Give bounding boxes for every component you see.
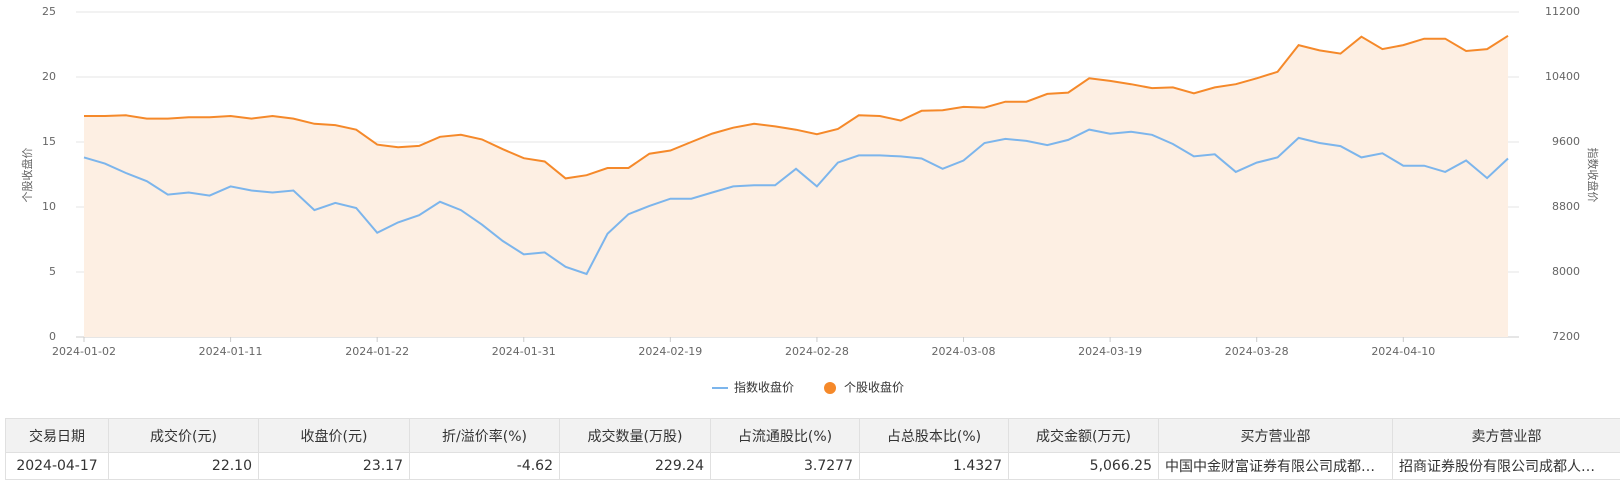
- y2-tick-label: 11200: [1545, 5, 1580, 18]
- cell: 招商证券股份有限公司成都人…: [1392, 452, 1620, 480]
- column-header: 占流通股比(%): [710, 418, 860, 453]
- header-row: 交易日期 成交价(元) 收盘价(元) 折/溢价率(%) 成交数量(万股) 占流通股比(%)…: [5, 418, 1620, 453]
- x-tick-label: 2024-02-28: [785, 345, 849, 358]
- y-tick-label: 10: [42, 200, 56, 213]
- x-tick-label: 2024-03-19: [1078, 345, 1142, 358]
- legend-swatch: [824, 382, 837, 394]
- x-tick-label: 2024-03-28: [1225, 345, 1289, 358]
- column-header: 卖方营业部: [1392, 418, 1620, 453]
- x-tick-label: 2024-01-11: [199, 345, 263, 358]
- x-tick-label: 2024-01-02: [52, 345, 116, 358]
- column-header: 占总股本比(%): [859, 418, 1009, 453]
- cell: 5,066.25: [1008, 452, 1159, 480]
- x-tick-label: 2024-03-08: [932, 345, 996, 358]
- trade-table: 交易日期 成交价(元) 收盘价(元) 折/溢价率(%) 成交数量(万股) 占流通股比(%)…: [5, 418, 1620, 480]
- y2-tick-label: 8000: [1552, 265, 1580, 278]
- x-tick-label: 2024-02-19: [638, 345, 702, 358]
- column-header: 成交数量(万股): [559, 418, 711, 453]
- column-header: 成交价(元): [108, 418, 259, 453]
- y2-tick-label: 10400: [1545, 70, 1580, 83]
- y-tick-label: 25: [42, 5, 56, 18]
- line: [84, 34, 1509, 180]
- y2-tick-label: 8800: [1552, 200, 1580, 213]
- column-header: 买方营业部: [1158, 418, 1393, 453]
- x-tick-label: 2024-01-31: [492, 345, 556, 358]
- cell: 2024-04-17: [5, 452, 109, 480]
- cell: -4.62: [409, 452, 560, 480]
- y2-tick-label: 7200: [1552, 330, 1580, 343]
- column-header: 交易日期: [5, 418, 109, 453]
- cell: 3.7277: [710, 452, 860, 480]
- data-row: 2024-04-17 22.10 23.17 -4.62 229.24 3.7277 1.4…: [5, 452, 1620, 480]
- chart: 个股收盘价 指数收盘价 0 5 10 15 20 25 7200 8000 8800 9600 10…: [20, 5, 1600, 395]
- y2-tick-label: 9600: [1552, 135, 1580, 148]
- y-tick-label: 15: [42, 135, 56, 148]
- column-header: 折/溢价率(%): [409, 418, 560, 453]
- y-tick-label: 20: [42, 70, 56, 83]
- y-tick-label: 0: [49, 330, 56, 343]
- column-header: 收盘价(元): [258, 418, 410, 453]
- cell: 23.17: [258, 452, 410, 480]
- y-axis-title: 个股收盘价: [20, 148, 34, 203]
- cell: 22.10: [108, 452, 259, 480]
- x-tick-label: 2024-01-22: [345, 345, 409, 358]
- x-tick-label: 2024-04-10: [1371, 345, 1435, 358]
- y-tick-label: 5: [49, 265, 56, 278]
- legend-label: 个股收盘价: [844, 380, 904, 395]
- line: [83, 128, 1509, 276]
- cell: 中国中金财富证券有限公司成都…: [1158, 452, 1393, 480]
- y2-axis-title: 指数收盘价: [1586, 148, 1600, 203]
- area: [84, 35, 1508, 338]
- legend-label: 指数收盘价: [734, 380, 794, 395]
- cell: 1.4327: [859, 452, 1009, 480]
- column-header: 成交金额(万元): [1008, 418, 1159, 453]
- cell: 229.24: [559, 452, 711, 480]
